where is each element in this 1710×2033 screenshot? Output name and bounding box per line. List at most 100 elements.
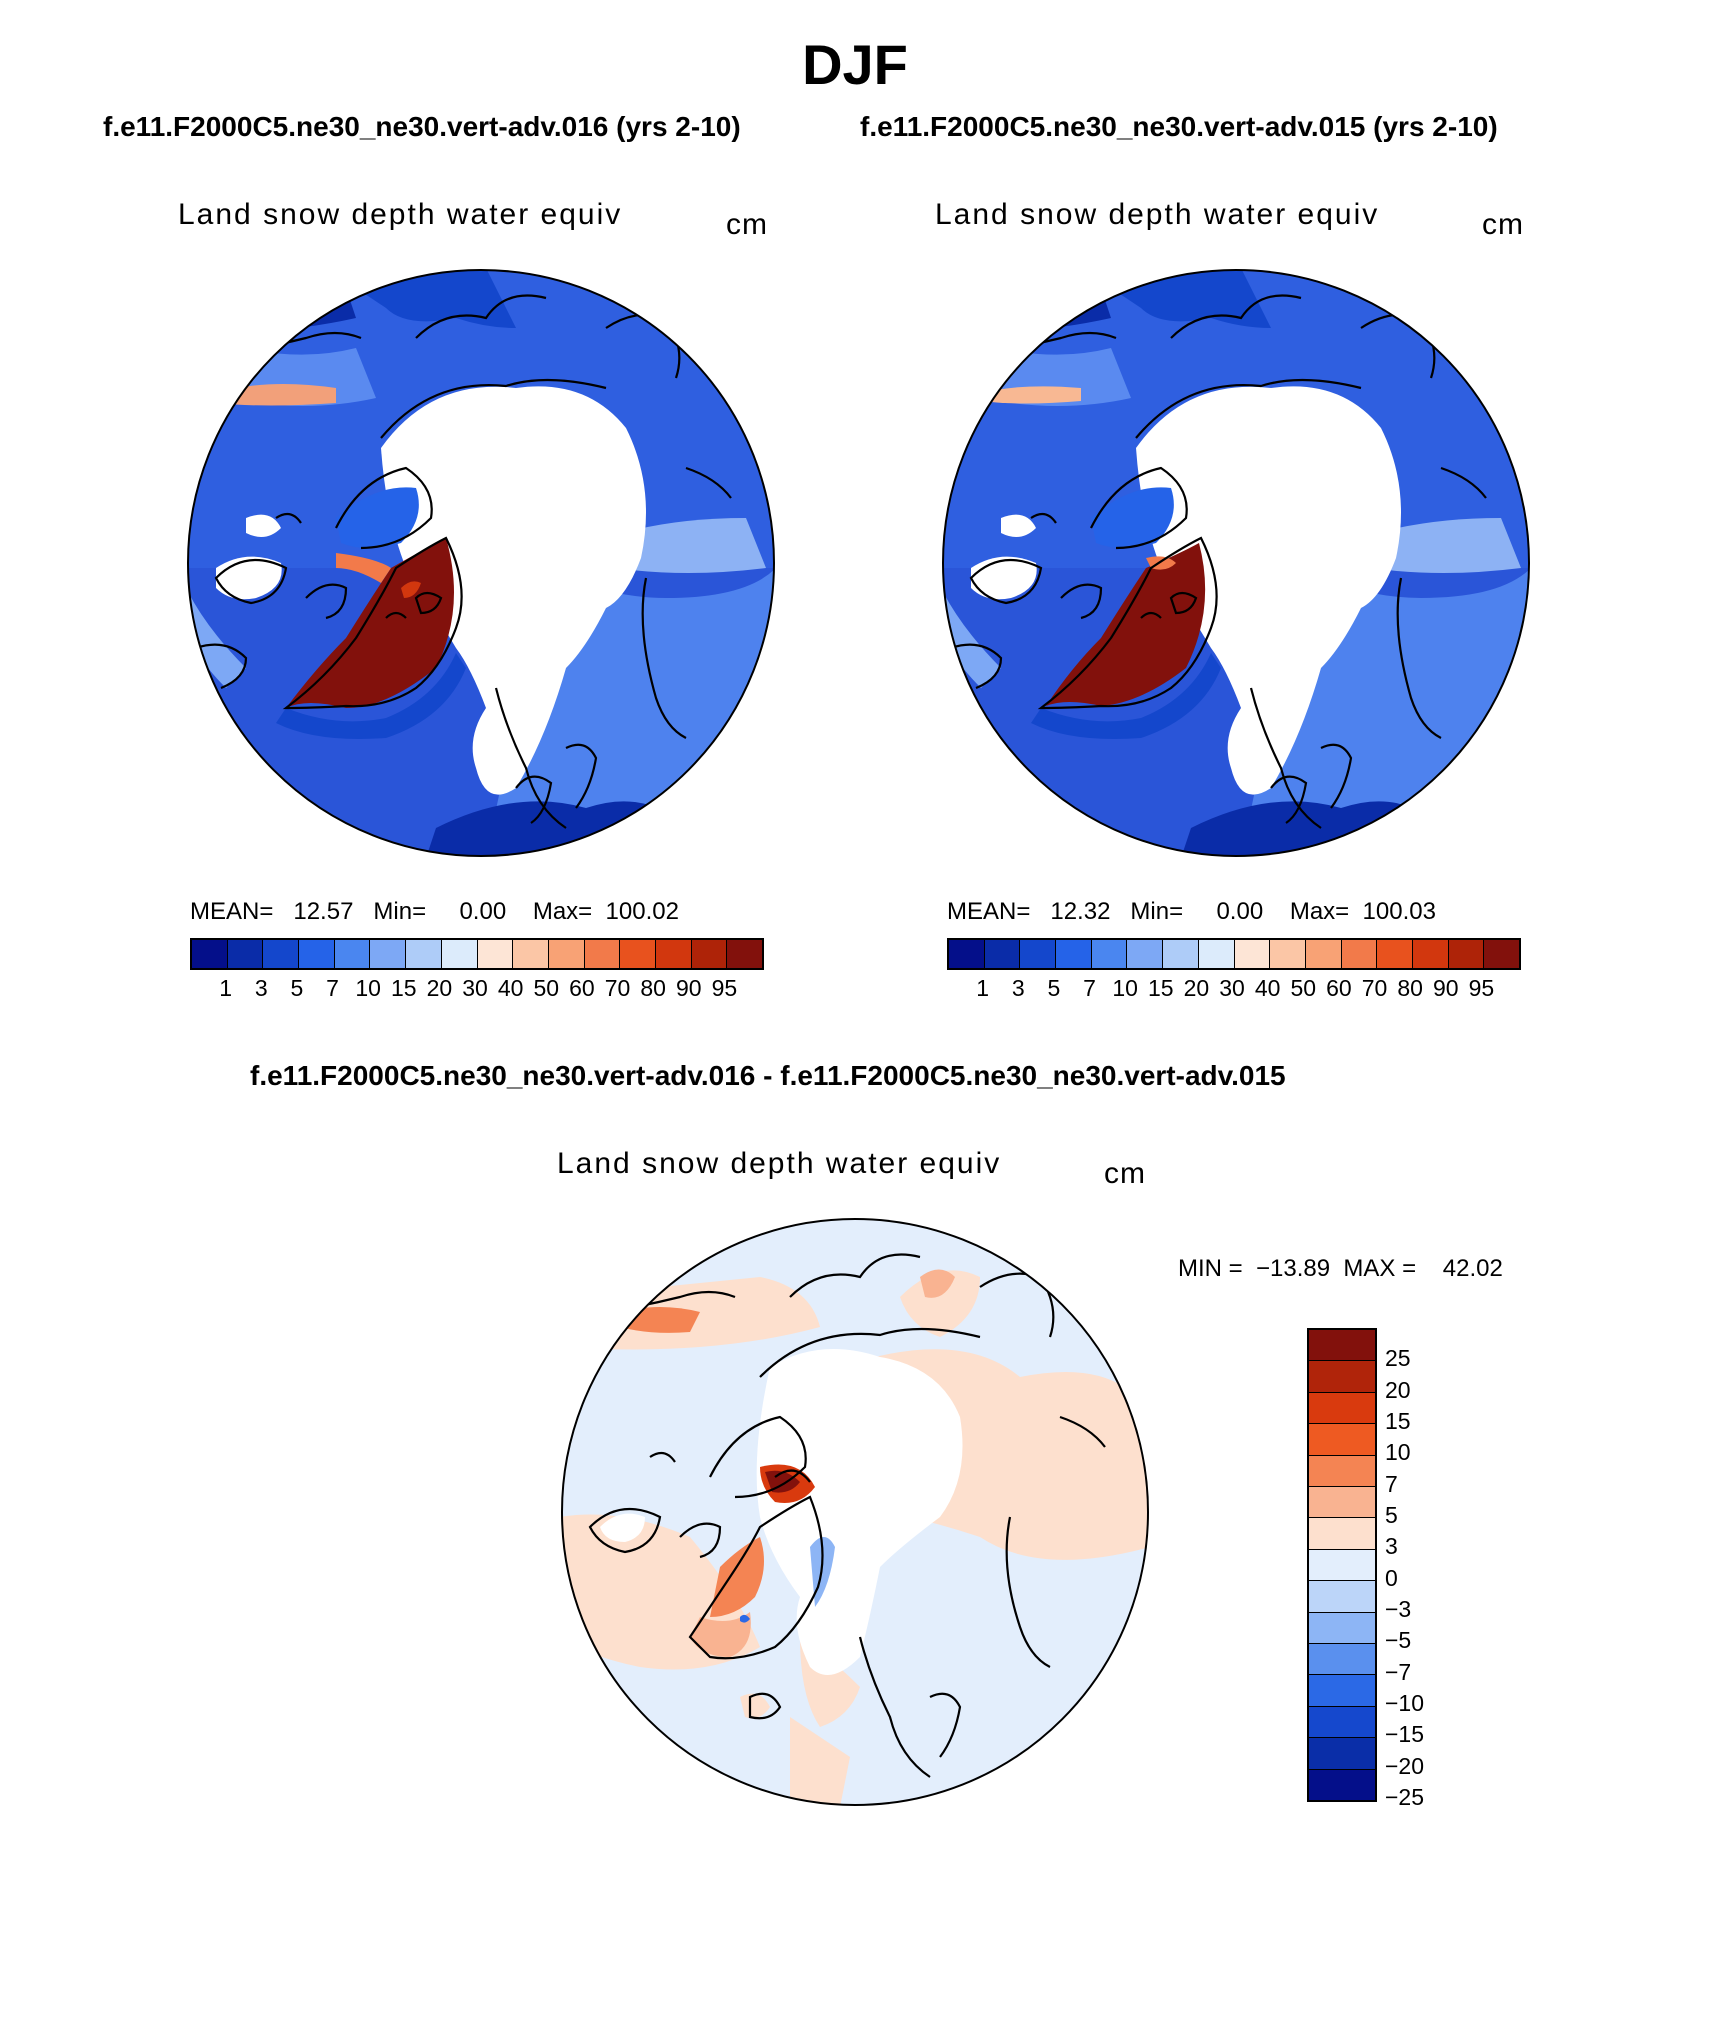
colorbar-swatch bbox=[1309, 1644, 1375, 1676]
colorbar-swatch bbox=[1198, 940, 1235, 968]
colorbar-tick-label: 5 bbox=[290, 975, 304, 1001]
colorbar-tick-label: 1 bbox=[976, 975, 990, 1001]
panel-1-units: cm bbox=[726, 208, 768, 241]
diff-stats: MIN = −13.89 MAX = 42.02 bbox=[1178, 1255, 1503, 1282]
colorbar-swatch bbox=[1056, 940, 1092, 968]
colorbar-swatch bbox=[949, 940, 985, 968]
colorbar-swatch bbox=[1234, 940, 1271, 968]
colorbar-tick-label: 20 bbox=[426, 975, 453, 1001]
colorbar-tick-label: −5 bbox=[1385, 1627, 1412, 1654]
colorbar-swatch bbox=[727, 940, 762, 968]
colorbar-swatch bbox=[984, 940, 1021, 968]
colorbar-tick-label: 90 bbox=[675, 975, 702, 1001]
diff-map bbox=[561, 1218, 1149, 1806]
colorbar-swatch bbox=[370, 940, 407, 968]
colorbar-tick-label: 5 bbox=[1385, 1502, 1398, 1528]
colorbar-tick-label: 3 bbox=[1385, 1533, 1398, 1560]
colorbar-swatch bbox=[1412, 940, 1449, 968]
colorbar-swatch bbox=[1091, 940, 1128, 968]
colorbar-swatch bbox=[299, 940, 335, 968]
panel-2-colorbar-labels: 1 3 5 7 10 15 20 30 40 50 60 70 80 90 95 bbox=[947, 975, 1517, 1005]
colorbar-swatch bbox=[1309, 1518, 1375, 1550]
diff-variable: Land snow depth water equiv bbox=[557, 1147, 1002, 1180]
colorbar-tick-label: 1 bbox=[219, 975, 233, 1001]
colorbar-swatch bbox=[1309, 1706, 1375, 1739]
panel-1-colorbar bbox=[190, 938, 764, 970]
colorbar-swatch bbox=[263, 940, 300, 968]
case-a-title: f.e11.F2000C5.ne30_ne30.vert-adv.016 (yr… bbox=[103, 111, 741, 142]
colorbar-tick-label: 95 bbox=[711, 975, 738, 1001]
colorbar-swatch bbox=[655, 940, 692, 968]
colorbar-swatch bbox=[192, 940, 228, 968]
colorbar-swatch bbox=[1020, 940, 1057, 968]
diff-units: cm bbox=[1104, 1157, 1146, 1190]
colorbar-tick-label: 10 bbox=[355, 975, 381, 1001]
colorbar-tick-label: 3 bbox=[254, 975, 268, 1001]
colorbar-swatch bbox=[1309, 1455, 1375, 1488]
colorbar-tick-label: 60 bbox=[1326, 975, 1352, 1001]
colorbar-tick-label: −20 bbox=[1385, 1752, 1425, 1779]
colorbar-tick-label: 7 bbox=[1385, 1470, 1398, 1497]
colorbar-swatch bbox=[1309, 1392, 1375, 1425]
colorbar-swatch bbox=[477, 940, 514, 968]
colorbar-swatch bbox=[620, 940, 656, 968]
colorbar-swatch bbox=[1309, 1487, 1375, 1519]
colorbar-tick-label: 90 bbox=[1432, 975, 1459, 1001]
colorbar-swatch bbox=[691, 940, 728, 968]
colorbar-tick-label: −25 bbox=[1385, 1784, 1425, 1810]
colorbar-tick-label: 40 bbox=[1254, 975, 1281, 1001]
colorbar-tick-label: 30 bbox=[1219, 975, 1245, 1001]
colorbar-swatch bbox=[1377, 940, 1413, 968]
colorbar-swatch bbox=[334, 940, 371, 968]
colorbar-swatch bbox=[227, 940, 264, 968]
colorbar-swatch bbox=[1448, 940, 1485, 968]
colorbar-swatch bbox=[1270, 940, 1306, 968]
colorbar-tick-label: 25 bbox=[1385, 1345, 1411, 1372]
diff-colorbar-labels: 25 20 15 10 7 5 3 0 −3 −5 −7 −10 −15 −20 −25 bbox=[1385, 1328, 1505, 1810]
colorbar-swatch bbox=[1309, 1361, 1375, 1393]
colorbar-swatch bbox=[1309, 1738, 1375, 1770]
colorbar-swatch bbox=[1305, 940, 1342, 968]
colorbar-tick-label: 20 bbox=[1183, 975, 1210, 1001]
panel-2-variable: Land snow depth water equiv bbox=[935, 198, 1380, 231]
colorbar-tick-label: 10 bbox=[1112, 975, 1138, 1001]
panel-2-units: cm bbox=[1482, 208, 1524, 241]
colorbar-tick-label: 95 bbox=[1468, 975, 1495, 1001]
colorbar-tick-label: 3 bbox=[1011, 975, 1025, 1001]
colorbar-swatch bbox=[441, 940, 478, 968]
colorbar-tick-label: 0 bbox=[1385, 1564, 1398, 1591]
panel-2-map bbox=[942, 269, 1530, 857]
colorbar-tick-label: 20 bbox=[1385, 1376, 1411, 1403]
colorbar-swatch bbox=[1309, 1549, 1375, 1582]
colorbar-tick-label: −10 bbox=[1385, 1690, 1425, 1716]
panel-1-colorbar-labels: 1 3 5 7 10 15 20 30 40 50 60 70 80 90 95 bbox=[190, 975, 760, 1005]
colorbar-swatch bbox=[1163, 940, 1199, 968]
colorbar-tick-label: 50 bbox=[1290, 975, 1317, 1001]
colorbar-tick-label: 50 bbox=[533, 975, 560, 1001]
colorbar-tick-label: 15 bbox=[1147, 975, 1174, 1001]
colorbar-tick-label: 5 bbox=[1047, 975, 1061, 1001]
colorbar-swatch bbox=[1309, 1424, 1375, 1456]
colorbar-tick-label: 70 bbox=[1361, 975, 1388, 1001]
colorbar-swatch bbox=[1309, 1330, 1375, 1362]
page-title: DJF bbox=[802, 33, 908, 96]
colorbar-swatch bbox=[584, 940, 621, 968]
diff-title: f.e11.F2000C5.ne30_ne30.vert-adv.016 - f… bbox=[250, 1060, 1286, 1091]
panel-1-stats: MEAN= 12.57 Min= 0.00 Max= 100.02 bbox=[190, 898, 679, 925]
colorbar-tick-label: 80 bbox=[640, 975, 666, 1001]
colorbar-tick-label: −15 bbox=[1385, 1721, 1425, 1748]
colorbar-tick-label: −7 bbox=[1385, 1658, 1412, 1685]
colorbar-swatch bbox=[1309, 1581, 1375, 1613]
case-b-title: f.e11.F2000C5.ne30_ne30.vert-adv.015 (yr… bbox=[860, 111, 1498, 142]
colorbar-tick-label: 10 bbox=[1385, 1439, 1411, 1466]
colorbar-swatch bbox=[513, 940, 549, 968]
colorbar-swatch bbox=[1309, 1675, 1375, 1707]
colorbar-tick-label: 60 bbox=[569, 975, 595, 1001]
colorbar-swatch bbox=[1341, 940, 1378, 968]
colorbar-swatch bbox=[1309, 1769, 1375, 1801]
colorbar-tick-label: 40 bbox=[497, 975, 524, 1001]
diff-colorbar bbox=[1307, 1328, 1377, 1802]
colorbar-tick-label: 80 bbox=[1397, 975, 1423, 1001]
panel-1-map bbox=[187, 269, 775, 857]
colorbar-swatch bbox=[548, 940, 585, 968]
